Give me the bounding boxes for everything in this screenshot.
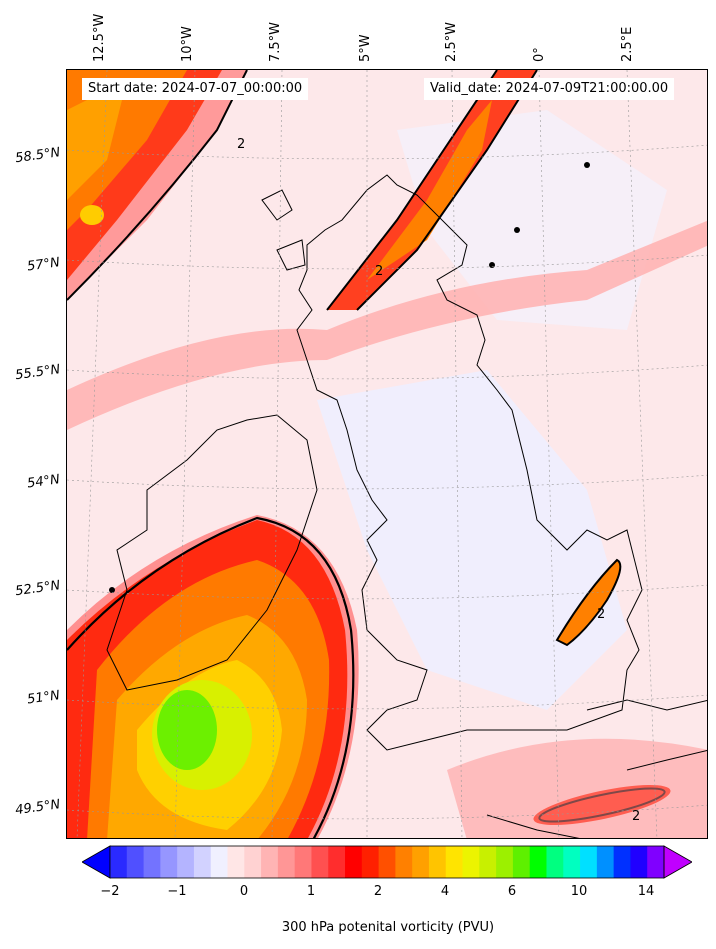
colorbar: [82, 845, 692, 879]
nw-pv-band-max: [67, 80, 127, 200]
colorbar-cell: [613, 846, 631, 878]
east-coast-pv-filament: [555, 558, 622, 647]
colorbar-cell: [227, 846, 245, 878]
pv-2-contour: [67, 70, 248, 301]
start-date-label: Start date: 2024-07-07_00:00:00: [82, 78, 309, 100]
contour-label: 2: [375, 264, 383, 279]
colorbar-cell: [143, 846, 161, 878]
colorbar-cell: [361, 846, 380, 878]
low-pv-region: [317, 370, 627, 710]
colorbar-cell: [294, 846, 312, 878]
colorbar-tick-label: −1: [167, 884, 187, 899]
latitude-label: 57°N: [26, 255, 62, 275]
colorbar-cell: [479, 846, 497, 878]
colorbar-cell: [210, 846, 229, 878]
map-panel: 2 2 2 2: [66, 69, 708, 839]
latitude-label: 58.5°N: [14, 145, 62, 167]
pv-field-map: 2 2 2 2: [67, 70, 707, 838]
colorbar-cell: [160, 846, 178, 878]
contour-label: 2: [597, 607, 605, 622]
colorbar-cell: [445, 846, 464, 878]
longitude-label: 2.5°E: [620, 26, 635, 62]
longitude-label: 7.5°W: [268, 21, 283, 62]
colorbar-cell: [512, 846, 531, 878]
colorbar-cell: [428, 846, 447, 878]
colorbar-cell: [462, 846, 480, 878]
sw-pv-max: [157, 690, 217, 770]
colorbar-cell: [126, 846, 145, 878]
channel-pv-halo: [447, 738, 707, 838]
latitude-label: 52.5°N: [14, 578, 62, 600]
colorbar-tick-label: 14: [637, 884, 655, 899]
colorbar-cell: [563, 846, 581, 878]
colorbar-cell: [277, 846, 296, 878]
colorbar-cell: [110, 846, 128, 878]
colorbar-cell: [311, 846, 329, 878]
colorbar-cell: [261, 846, 279, 878]
latitude-label: 55.5°N: [14, 362, 62, 384]
colorbar-cell: [345, 846, 363, 878]
pv-dot: [109, 587, 115, 593]
pv-dot: [514, 227, 520, 233]
colorbar-cell: [328, 846, 346, 878]
colorbar-cell: [177, 846, 195, 878]
colorbar-cell: [496, 846, 514, 878]
colorbar-tick-label: 2: [373, 884, 383, 899]
colorbar-cell: [529, 846, 547, 878]
colorbar-cell: [546, 846, 564, 878]
longitude-label: 0°: [532, 47, 547, 62]
colorbar-tick-label: 0: [239, 884, 249, 899]
colorbar-cell: [647, 846, 665, 878]
colorbar-outline: [109, 845, 665, 879]
latitude-label: 54°N: [26, 472, 62, 492]
colorbar-cell: [193, 846, 212, 878]
pv-2-contour-ne: [326, 70, 538, 311]
graticule: [67, 70, 707, 838]
pv-dot: [489, 262, 495, 268]
colorbar-tick-label: −2: [100, 884, 120, 899]
colorbar-cell: [244, 846, 262, 878]
longitude-label: 12.5°W: [92, 13, 107, 62]
colorbar-min-extend: [82, 845, 111, 879]
contour-label: 2: [237, 137, 245, 152]
colorbar-tick-label: 6: [507, 884, 517, 899]
colorbar-tick-label: 4: [440, 884, 450, 899]
coastlines: [106, 174, 707, 838]
colorbar-cell: [630, 846, 648, 878]
pv-streak: [67, 220, 707, 430]
pv-dot: [584, 162, 590, 168]
pv-2-contour-sw: [67, 516, 355, 838]
nw-pv-max: [80, 205, 104, 225]
colorbar-cell: [378, 846, 396, 878]
colorbar-label: 300 hPa potenital vorticity (PVU): [281, 920, 495, 935]
contour-label: 2: [632, 809, 640, 824]
scotland-pv-core: [367, 100, 492, 280]
colorbar-cell: [596, 846, 615, 878]
colorbar-tick-label: 10: [570, 884, 588, 899]
longitude-label: 10°W: [180, 26, 195, 62]
longitude-label: 5°W: [358, 34, 373, 62]
latitude-label: 51°N: [26, 688, 62, 708]
colorbar-tick-label: 1: [306, 884, 316, 899]
colorbar-cell: [395, 846, 413, 878]
longitude-label: 2.5°W: [444, 21, 459, 62]
latitude-label: 49.5°N: [14, 797, 62, 819]
colorbar-cell: [412, 846, 430, 878]
valid-date-label: Valid_date: 2024-07-09T21:00:00.00: [424, 78, 675, 100]
colorbar-cell: [580, 846, 598, 878]
colorbar-max-extend: [663, 845, 692, 879]
